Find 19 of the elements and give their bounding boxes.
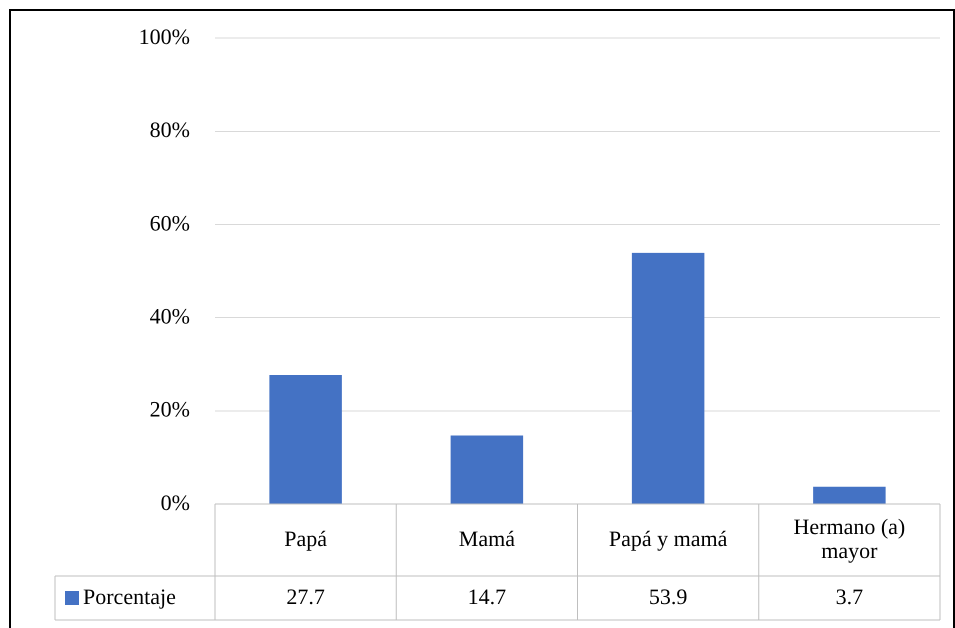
bar [450,436,524,504]
data-label: 14.7 [468,584,506,609]
x-tick-label: Papá y mamá [608,526,728,551]
y-tick-label: 40% [150,303,190,328]
bar [632,252,704,504]
data-label: 27.7 [286,584,325,609]
y-tick-label: 0% [160,490,190,515]
x-tick-label: Mamá [458,526,516,551]
y-tick-label: 80% [150,117,190,142]
x-tick-label: Papá [284,526,328,551]
legend-label: Porcentaje [83,584,176,609]
x-tick-label: Hermano (a) mayor [793,514,906,563]
bar [813,486,886,504]
data-label: 53.9 [648,584,688,609]
y-tick-label: 20% [150,396,190,422]
bar [269,374,342,504]
y-tick-label: 100% [138,24,190,49]
y-tick-label: 60% [150,210,190,236]
data-label: 3.7 [836,584,864,609]
